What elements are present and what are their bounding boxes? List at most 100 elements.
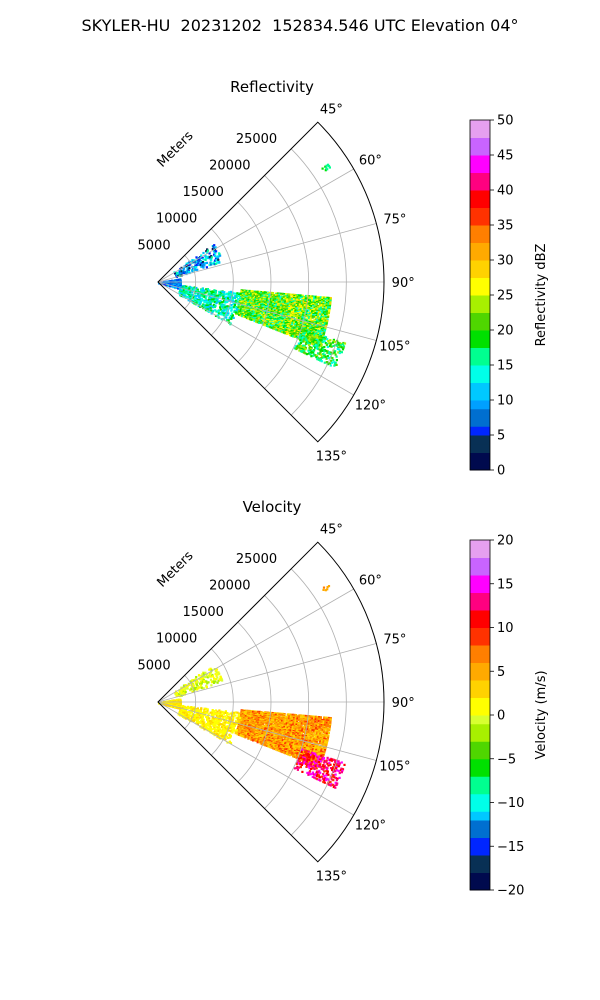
radial-axis-label: Meters [155, 128, 197, 170]
echo-gate [211, 298, 214, 301]
echo-gate [229, 294, 232, 297]
echo-gate [242, 735, 245, 738]
echo-gate [312, 337, 315, 340]
echo-gate [318, 338, 322, 341]
echo-gate [261, 322, 264, 325]
echo-gate [191, 301, 195, 304]
echo-gate [277, 298, 281, 301]
echo-gate [290, 746, 293, 749]
echo-gate [254, 317, 257, 320]
echo-gate [269, 727, 272, 730]
echo-gate [311, 735, 315, 738]
echo-gate [303, 308, 306, 311]
echo-gate [320, 302, 323, 305]
echo-gate [253, 319, 256, 323]
echo-gate [303, 728, 306, 731]
echo-gate [177, 287, 180, 290]
echo-gate [275, 328, 278, 331]
echo-gate [224, 306, 227, 309]
echo-gate [310, 721, 314, 724]
echo-gate [246, 735, 249, 738]
echo-gate [310, 346, 313, 349]
echo-gate [314, 309, 317, 312]
echo-gate [312, 300, 315, 303]
echo-gate [320, 305, 323, 308]
echo-gate [316, 336, 319, 339]
echo-gate [321, 297, 324, 300]
echo-gate [312, 325, 315, 328]
echo-gate [301, 315, 304, 318]
echo-gate [221, 303, 224, 306]
colorbar-tick-label: 10 [497, 394, 514, 409]
echo-gate [208, 297, 211, 300]
echo-gate [204, 297, 207, 300]
colorbar-tick-label: 50 [497, 114, 514, 129]
echo-gate [301, 758, 304, 762]
echo-gate [307, 330, 310, 333]
echo-gate [187, 299, 190, 302]
colorbar-segment [470, 268, 490, 278]
echo-gate [260, 720, 263, 723]
echo-gate [314, 295, 317, 298]
echo-gate [320, 344, 323, 347]
echo-gate [195, 297, 198, 300]
echo-gate [313, 332, 317, 335]
echo-gate [312, 722, 315, 726]
echo-gate [311, 749, 314, 752]
echo-gate [286, 741, 289, 744]
echo-gate [316, 297, 319, 300]
echo-gate [309, 746, 312, 749]
echo-gate [214, 299, 217, 302]
echo-gate [308, 748, 311, 751]
echo-gate [274, 307, 277, 310]
echo-gate [316, 356, 319, 359]
echo-gate [252, 737, 255, 740]
echo-gate [267, 302, 270, 306]
echo-gate [337, 351, 340, 354]
echo-gate [215, 255, 218, 258]
echo-gate [211, 296, 215, 299]
echo-gate [305, 320, 308, 323]
echo-gate [211, 306, 215, 309]
echo-gate [321, 316, 325, 319]
echo-gate [322, 299, 326, 302]
echo-gate [239, 296, 242, 299]
echo-gate [308, 338, 311, 341]
echo-gate [325, 321, 329, 324]
echo-gate [284, 752, 287, 755]
echo-gate [302, 721, 305, 724]
echo-gate [308, 347, 311, 350]
echo-gate [310, 746, 313, 749]
echo-gate [221, 290, 224, 293]
echo-gate [161, 282, 164, 285]
echo-gate [295, 756, 298, 759]
echo-gate [170, 285, 174, 288]
echo-gate [191, 293, 195, 296]
echo-gate [317, 320, 320, 323]
echo-gate [338, 342, 341, 345]
echo-gate [319, 358, 322, 361]
echo-gate [292, 723, 295, 726]
echo-gate [328, 296, 331, 300]
echo-gate [321, 349, 324, 352]
echo-gate [281, 724, 285, 727]
echo-gate [207, 257, 210, 260]
echo-gate [315, 347, 318, 350]
echo-gate [323, 304, 327, 307]
echo-gate [305, 340, 308, 343]
echo-gate [248, 714, 251, 718]
echo-gate [314, 311, 317, 315]
echo-gate [183, 285, 186, 288]
echo-gate [324, 355, 327, 358]
echo-gate [313, 309, 316, 312]
echo-gate [270, 311, 273, 314]
echo-gate [322, 332, 325, 335]
echo-gate [319, 312, 322, 316]
echo-gate [298, 337, 301, 340]
echo-gate [309, 738, 312, 741]
echo-gate [297, 732, 300, 735]
echo-gate [316, 340, 319, 343]
echo-gate [323, 308, 326, 311]
echo-gate [223, 298, 226, 301]
echo-gate [325, 323, 328, 326]
